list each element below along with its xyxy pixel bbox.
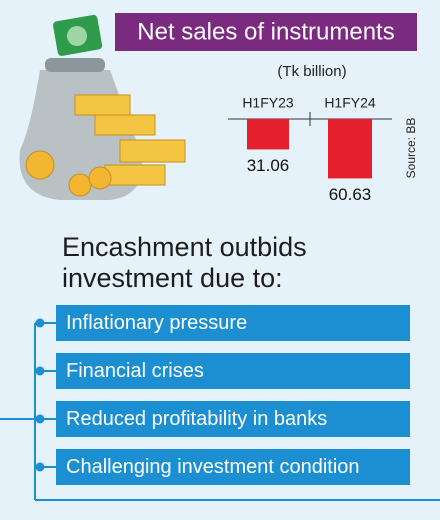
reason-box: Challenging investment condition [56, 449, 410, 485]
chart-subtitle: (Tk billion) [277, 63, 346, 80]
connector-dot [35, 318, 45, 328]
reason-box: Reduced profitability in banks [56, 401, 410, 437]
reason-box: Financial crises [56, 353, 410, 389]
title-banner [115, 13, 417, 51]
bar [328, 119, 372, 179]
value-label: 31.06 [247, 156, 290, 175]
heading: Encashment outbids investment due to: [62, 232, 307, 293]
connector-dot [35, 462, 45, 472]
bar [247, 119, 289, 150]
source: Source: BB [404, 118, 418, 179]
connector-dot [35, 366, 45, 376]
chart-title: Net sales of instruments [137, 18, 394, 45]
connector [0, 323, 440, 501]
reason-box: Inflationary pressure [56, 305, 410, 341]
money-illustration [19, 14, 186, 200]
connector-dot [35, 414, 45, 424]
category-label: H1FY24 [324, 95, 376, 111]
value-label: 60.63 [329, 185, 372, 204]
category-label: H1FY23 [242, 95, 294, 111]
